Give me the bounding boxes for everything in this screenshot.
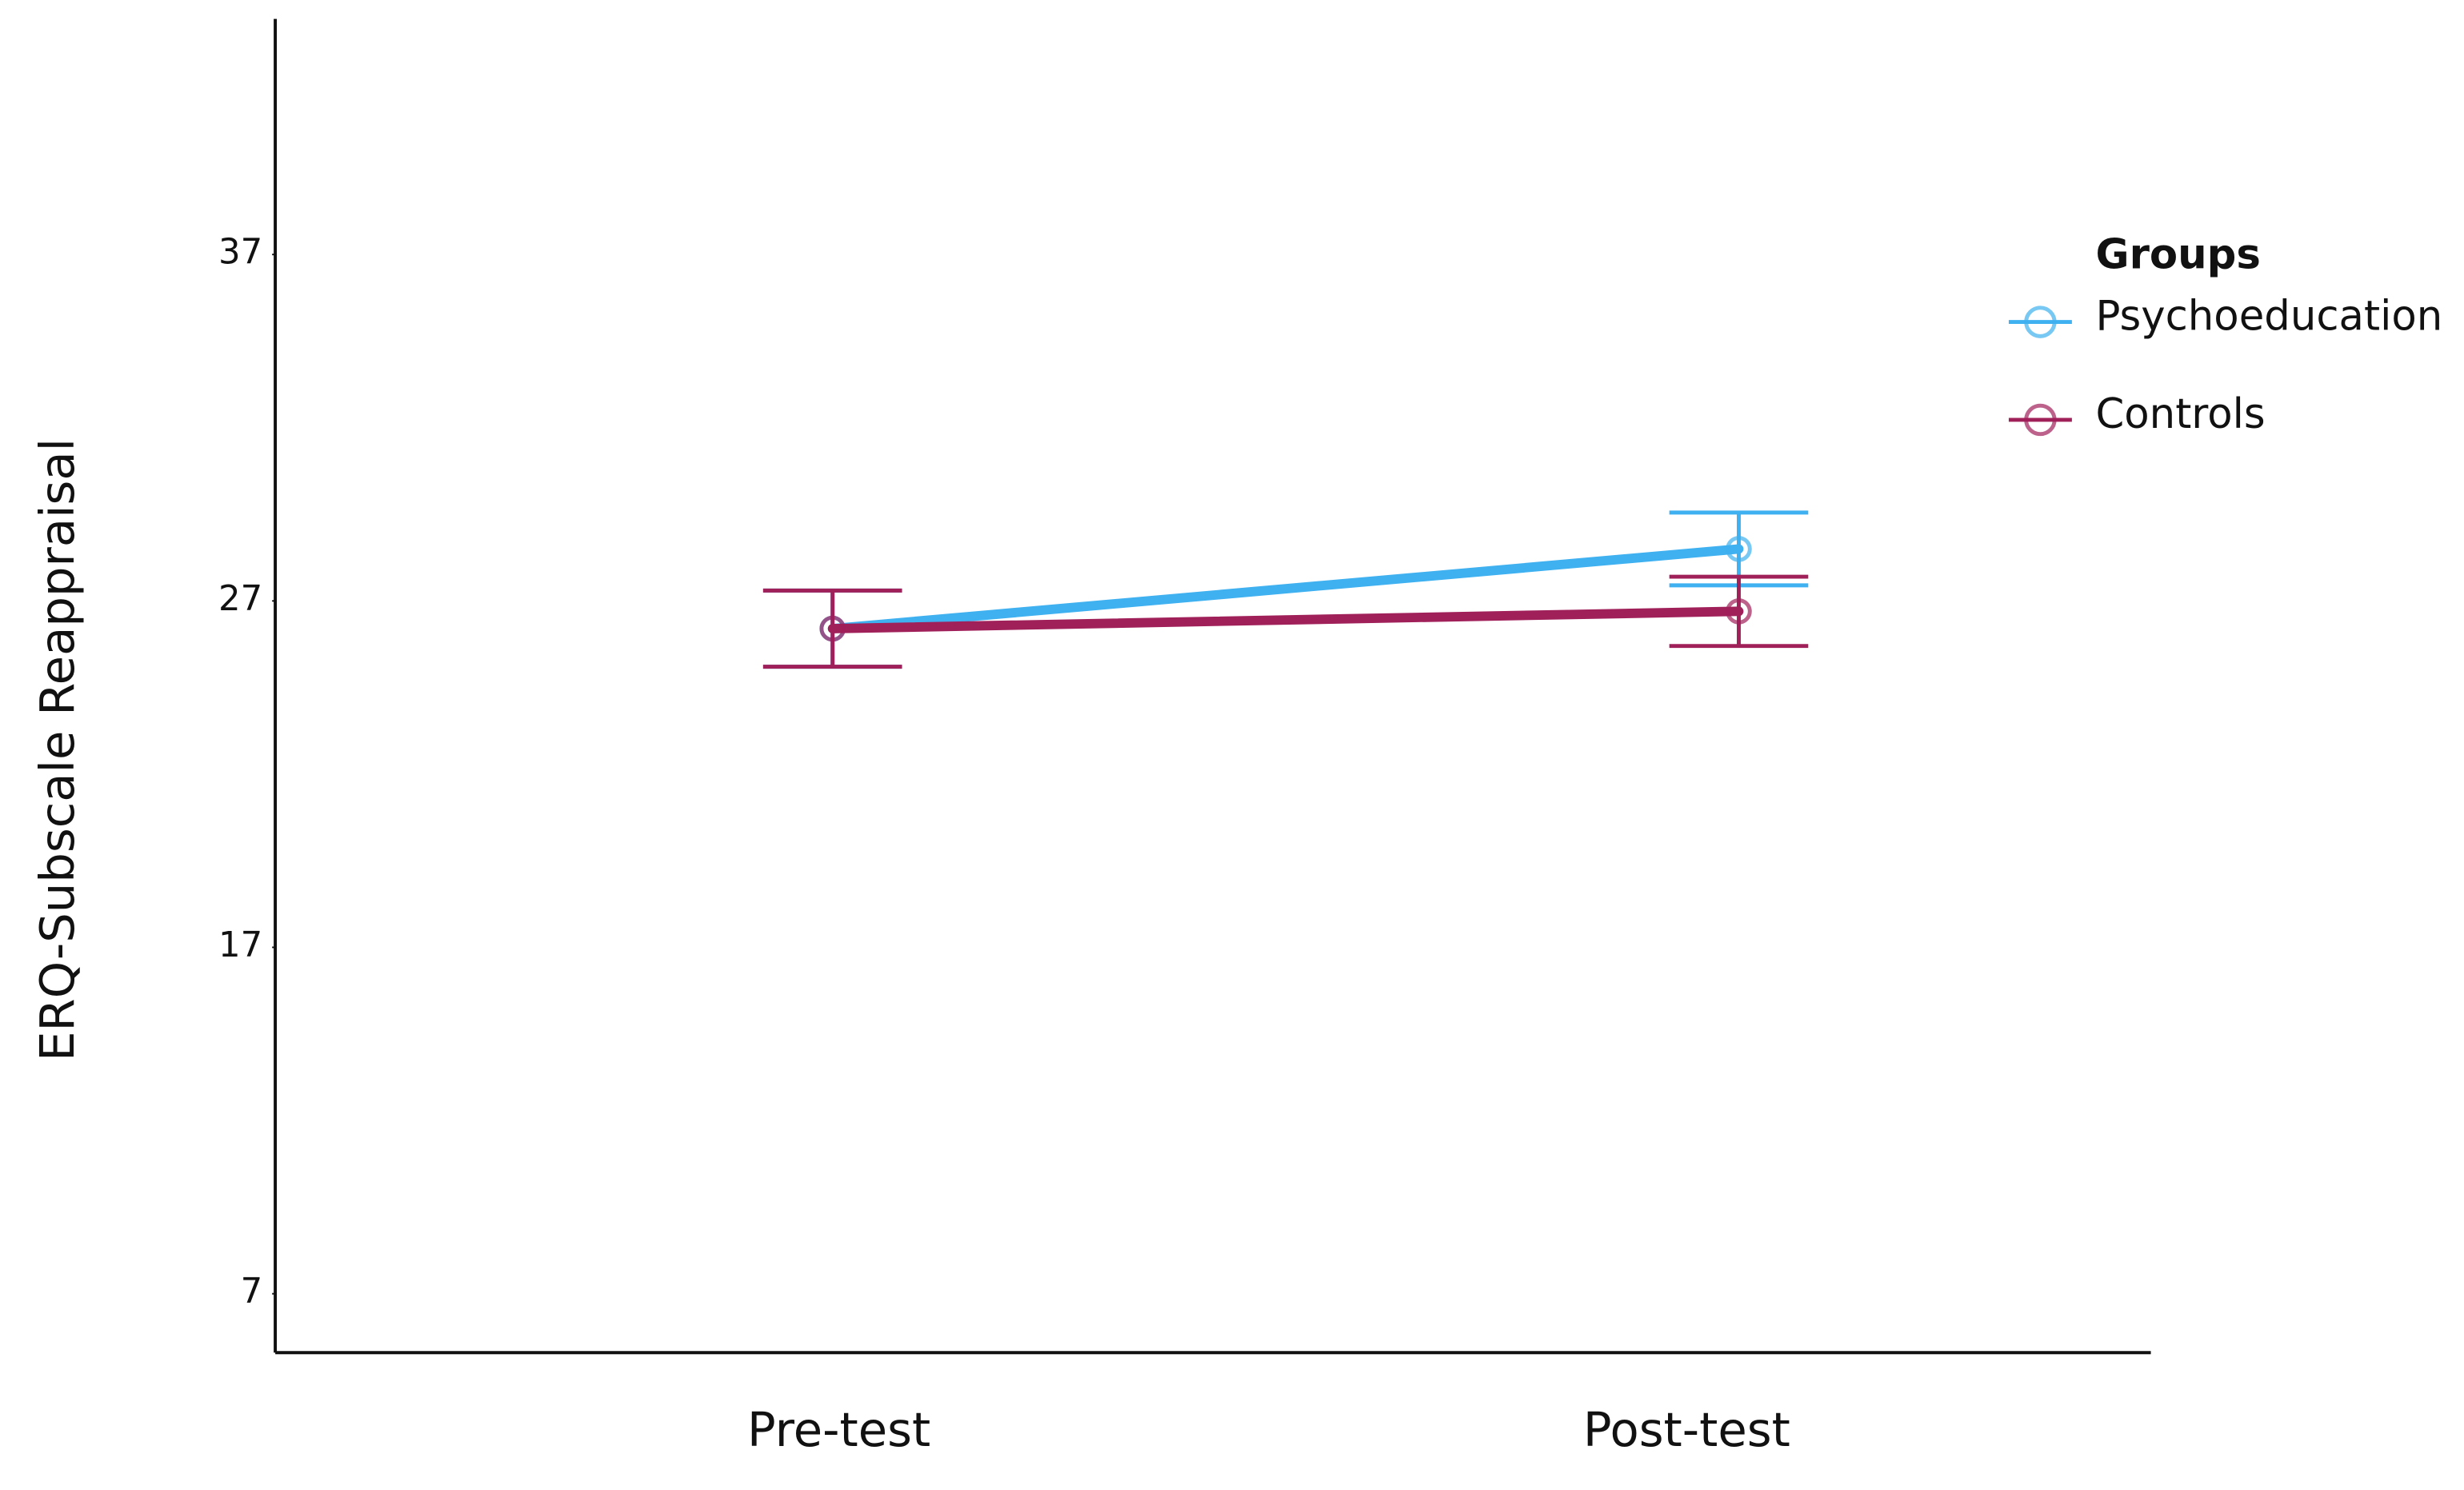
series-line [827,606,1744,633]
y-tick-label: 27 [218,579,262,619]
legend-title: Groups [2095,231,2260,279]
y-tick-label: 17 [218,925,262,965]
point [819,615,846,642]
point [1726,536,1752,562]
legend-label: Psychoeducation [2095,293,2442,341]
legend-marker [2024,306,2057,338]
x-tick-label: Post-test [1583,1402,1790,1457]
x-tick-label: Pre-test [747,1402,930,1457]
series-line [827,544,1744,633]
point [1726,598,1752,625]
y-tick-label: 37 [218,233,262,273]
y-tick-label: 7 [241,1272,263,1312]
y-axis-label: ERQ-Subscale Reappraisal [30,438,85,1061]
legend-marker [2024,403,2057,437]
legend-label: Controls [2095,390,2265,438]
